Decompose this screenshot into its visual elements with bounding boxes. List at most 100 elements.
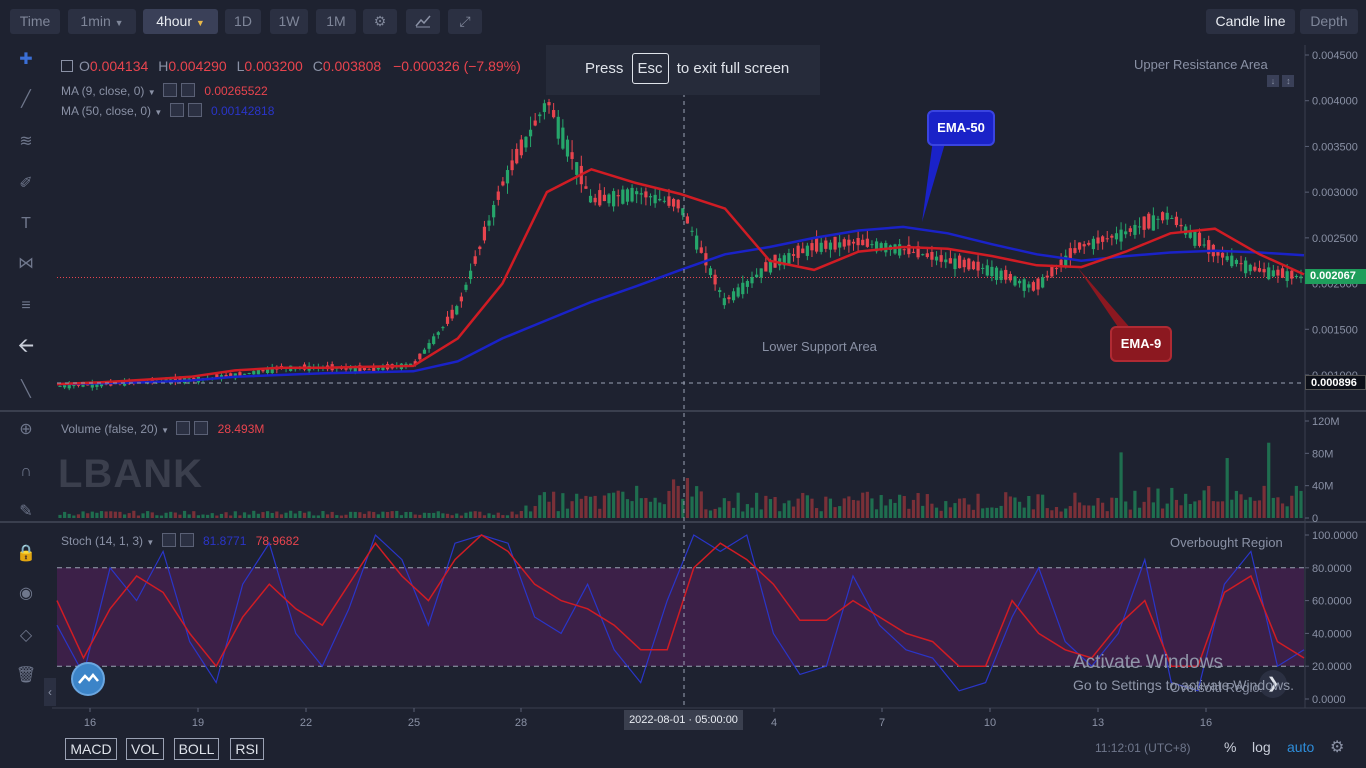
chevron-down-icon[interactable]: ▼ — [147, 88, 156, 97]
gear-icon[interactable]: ⚙ — [1330, 739, 1345, 756]
candle-body — [561, 127, 565, 149]
boll-button[interactable]: BOLL — [174, 738, 219, 760]
ema9-callout: EMA-9 — [1110, 326, 1172, 362]
activate-windows-title: Activate Windows — [1073, 652, 1223, 673]
candle-body — [879, 243, 883, 251]
pencil-lock-icon[interactable]: ✎ — [19, 503, 33, 520]
trash-icon[interactable]: 🗑 — [15, 667, 37, 684]
candle-body — [86, 384, 90, 386]
depth-button[interactable]: Depth — [1300, 9, 1358, 34]
close-icon[interactable] — [180, 83, 195, 97]
volume-bar — [510, 511, 514, 518]
period-1m-button[interactable]: 1M — [316, 9, 356, 34]
candle-body — [621, 189, 625, 204]
magnet-icon[interactable]: ∩ — [20, 463, 32, 480]
candle-body — [999, 270, 1003, 280]
close-icon[interactable] — [179, 533, 194, 547]
chevron-down-icon[interactable]: ▼ — [154, 108, 163, 117]
parallel-channel-icon[interactable]: ≋ — [19, 133, 33, 150]
period-1d-button[interactable]: 1D — [225, 9, 261, 34]
close-icon[interactable] — [194, 421, 209, 435]
candle-body — [639, 193, 643, 195]
brush-icon[interactable]: ✐ — [19, 175, 33, 192]
volume-bar — [985, 507, 989, 518]
period-1w-button[interactable]: 1W — [270, 9, 308, 34]
settings-icon[interactable] — [169, 103, 184, 117]
volume-bar — [1064, 508, 1068, 518]
candle-body — [1156, 218, 1160, 220]
period-dropdown[interactable]: 4hour ▼ — [143, 9, 218, 34]
fullscreen-icon[interactable]: ⤢ — [448, 9, 482, 34]
time-tick-label: 10 — [984, 717, 996, 729]
volume-bar — [122, 514, 127, 518]
volume-bar — [1027, 495, 1031, 518]
scroll-arrows[interactable]: ↓ ↕ — [1267, 73, 1297, 87]
volume-bar — [1220, 501, 1225, 518]
candle-line-button[interactable]: Candle line — [1206, 9, 1295, 34]
scroll-to-latest-icon[interactable]: ❯ — [1259, 670, 1287, 698]
candle-body — [427, 343, 431, 349]
time-tick-label: 7 — [879, 717, 885, 729]
candle-body — [750, 277, 754, 284]
arrow-back-icon[interactable]: 🡨 — [17, 335, 35, 357]
volume-bar — [847, 496, 851, 518]
volume-bar — [1257, 500, 1262, 518]
candle-body — [1133, 224, 1137, 235]
settings-icon[interactable] — [162, 83, 177, 97]
macd-button[interactable]: MACD — [65, 738, 117, 760]
indicators-icon[interactable] — [406, 9, 440, 34]
volume-bar — [921, 505, 925, 518]
interval-label: 1min — [80, 13, 111, 29]
candle-body — [708, 268, 713, 276]
text-tool-icon[interactable]: T — [21, 215, 31, 232]
rsi-button[interactable]: RSI — [230, 738, 264, 760]
layers-icon[interactable]: ◇ — [19, 627, 33, 644]
candle-body — [981, 267, 985, 269]
settings-gear-icon[interactable]: ⚙ — [363, 9, 397, 34]
arrow-up-icon[interactable]: ↕ — [1282, 75, 1295, 87]
eye-icon[interactable]: ◉ — [19, 585, 33, 602]
time-button[interactable]: Time — [10, 9, 60, 34]
zoom-in-icon[interactable]: ⊕ — [19, 421, 33, 438]
vol-button[interactable]: VOL — [126, 738, 164, 760]
candle-body — [464, 284, 468, 290]
candle-body — [1253, 266, 1257, 271]
pattern-icon[interactable]: ⋈ — [18, 255, 34, 272]
volume-bar — [247, 514, 251, 518]
interval-dropdown[interactable]: 1min ▼ — [68, 9, 136, 34]
settings-icon[interactable] — [176, 421, 191, 435]
volume-bar — [1165, 503, 1169, 518]
volume-bar — [372, 511, 376, 518]
time-tick-label: 13 — [1092, 717, 1104, 729]
chevron-down-icon[interactable]: ▼ — [161, 426, 169, 435]
volume-bar — [778, 511, 782, 518]
candle-body — [492, 204, 496, 218]
settings-icon[interactable] — [161, 533, 176, 547]
volume-bar — [930, 503, 934, 518]
candle-body — [814, 238, 819, 252]
auto-scale-button[interactable]: auto — [1287, 739, 1315, 755]
chevron-down-icon[interactable]: ▼ — [146, 538, 155, 547]
ema9-line — [56, 167, 1305, 386]
candle-body — [704, 253, 708, 266]
candle-body — [911, 251, 916, 253]
ma9-value: 0.00265522 — [204, 84, 268, 98]
ruler-icon[interactable]: ╲ — [21, 381, 31, 398]
log-scale-button[interactable]: log — [1252, 739, 1271, 755]
percent-scale-button[interactable]: % — [1224, 739, 1237, 755]
trend-line-icon[interactable]: ╱ — [21, 91, 31, 108]
collapse-sidebar-chevron-icon[interactable]: ‹ — [44, 678, 56, 706]
fibonacci-icon[interactable]: ≡ — [21, 297, 31, 314]
collapse-legend-icon[interactable] — [61, 60, 73, 72]
volume-bar — [962, 498, 966, 518]
volume-bar — [791, 506, 796, 518]
candle-body — [1271, 270, 1275, 277]
lock-icon[interactable]: 🔒 — [16, 545, 36, 562]
volume-bar — [828, 498, 833, 518]
crosshair-icon[interactable]: ✚ — [19, 51, 33, 68]
arrow-down-icon[interactable]: ↓ — [1267, 75, 1279, 87]
candle-body — [838, 242, 842, 248]
volume-bar — [1207, 485, 1211, 518]
close-icon[interactable] — [187, 103, 202, 117]
